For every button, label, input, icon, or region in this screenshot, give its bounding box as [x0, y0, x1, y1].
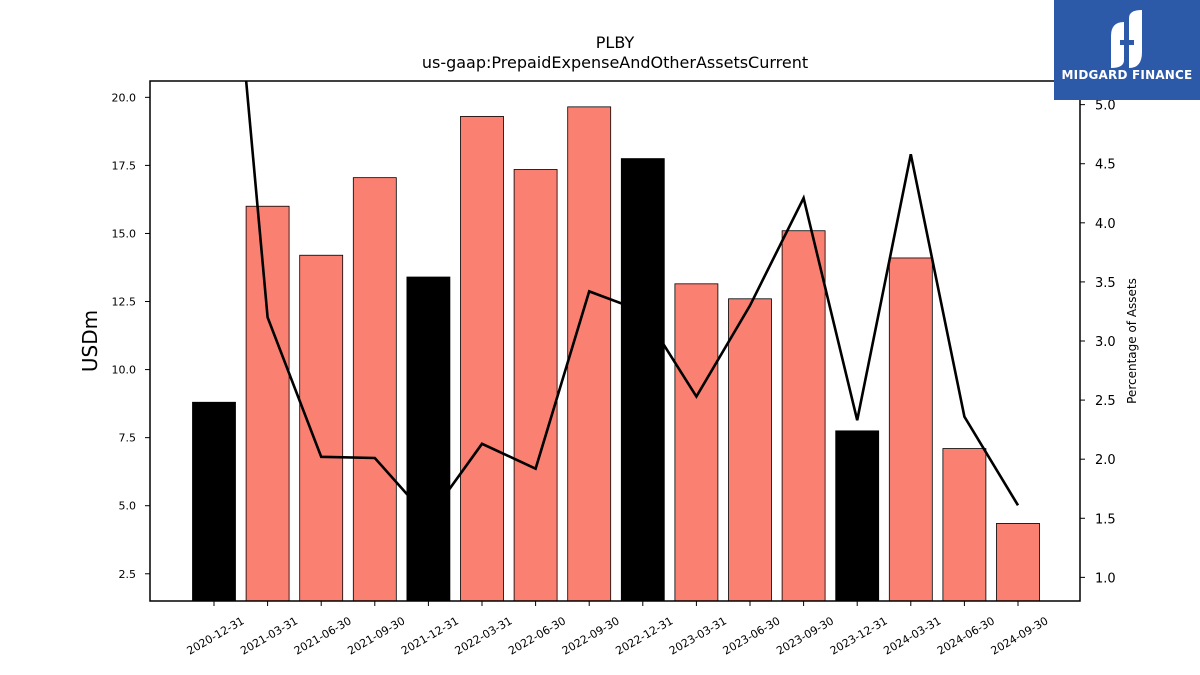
x-tick-label: 2021-06-30 [292, 614, 354, 657]
x-tick-label: 2023-03-31 [667, 614, 729, 657]
y-tick-label: 10.0 [112, 364, 137, 377]
y2-tick-label: 2.0 [1095, 453, 1116, 468]
bar-2021-12-31 [406, 276, 451, 602]
x-tick-label: 2023-06-30 [721, 614, 783, 657]
y2-tick-label: 1.0 [1095, 571, 1116, 586]
x-tick-label: 2024-09-30 [989, 614, 1051, 657]
bar-2023-03-31 [674, 283, 719, 602]
x-tick-label: 2022-03-31 [453, 614, 515, 657]
x-tick-label: 2024-06-30 [935, 614, 997, 657]
bar-2024-09-30 [996, 523, 1040, 602]
y2-tick-label: 5.0 [1095, 99, 1116, 114]
bar-2024-06-30 [942, 448, 987, 602]
y-tick-label: 15.0 [112, 227, 137, 240]
percentage-line [244, 81, 1020, 521]
bar-2021-09-30 [352, 177, 397, 602]
y-tick-label: 12.5 [112, 296, 137, 309]
x-tick-label: 2020-12-31 [185, 614, 247, 657]
x-tick-label: 2022-12-31 [613, 614, 675, 657]
y-tick-label: 2.5 [119, 568, 137, 581]
y-axis-left: 2.5 5.0 7.5 10.0 12.5 15.0 17.5 20.0 [112, 91, 150, 581]
y-axis-right: 1.0 1.5 2.0 2.5 3.0 3.5 4.0 4.5 5.0 [1080, 99, 1116, 586]
chart-subtitle: us-gaap:PrepaidExpenseAndOtherAssetsCurr… [422, 53, 808, 72]
line-series [244, 81, 1020, 521]
x-tick-label: 2021-09-30 [345, 614, 407, 657]
bar-2020-12-31 [192, 401, 236, 602]
y2-tick-label: 3.0 [1095, 335, 1116, 350]
x-tick-label: 2022-06-30 [506, 614, 568, 657]
y2-tick-label: 4.0 [1095, 217, 1116, 232]
logo-mark-icon [1111, 10, 1142, 68]
y2-axis-label: Percentage of Assets [1125, 278, 1139, 404]
y-tick-label: 20.0 [112, 91, 137, 104]
bar-2023-06-30 [728, 298, 772, 602]
bar-2022-12-31 [620, 158, 665, 602]
x-tick-label: 2023-09-30 [774, 614, 836, 657]
bar-series [192, 106, 1040, 602]
y-axis-label: USDm [78, 310, 102, 372]
x-tick-label: 2021-03-31 [238, 614, 300, 657]
chart-title: PLBY [596, 33, 635, 52]
y2-tick-label: 1.5 [1095, 512, 1116, 527]
bar-2023-09-30 [781, 230, 826, 602]
y-tick-label: 7.5 [119, 432, 137, 445]
x-tick-label: 2021-12-31 [399, 614, 461, 657]
bar-2024-03-31 [888, 257, 933, 602]
x-tick-label: 2024-03-31 [881, 614, 943, 657]
x-tick-label: 2022-09-30 [560, 614, 622, 657]
y-tick-label: 17.5 [112, 159, 137, 172]
y2-tick-label: 3.5 [1095, 276, 1116, 291]
logo-text: MIDGARD FINANCE [1061, 68, 1193, 82]
y-tick-label: 5.0 [119, 500, 137, 513]
bar-2021-03-31 [245, 205, 290, 602]
y2-tick-label: 2.5 [1095, 394, 1116, 409]
x-axis: 2020-12-312021-03-312021-06-302021-09-30… [185, 601, 1051, 658]
bar-2022-09-30 [567, 106, 612, 602]
bar-2021-06-30 [299, 254, 344, 602]
bar-2022-03-31 [460, 115, 504, 602]
x-tick-label: 2023-12-31 [828, 614, 890, 657]
midgard-finance-logo: MIDGARD FINANCE [1054, 0, 1200, 100]
bar-2023-12-31 [835, 430, 880, 602]
bar-2022-06-30 [513, 169, 558, 602]
y2-tick-label: 4.5 [1095, 158, 1116, 173]
